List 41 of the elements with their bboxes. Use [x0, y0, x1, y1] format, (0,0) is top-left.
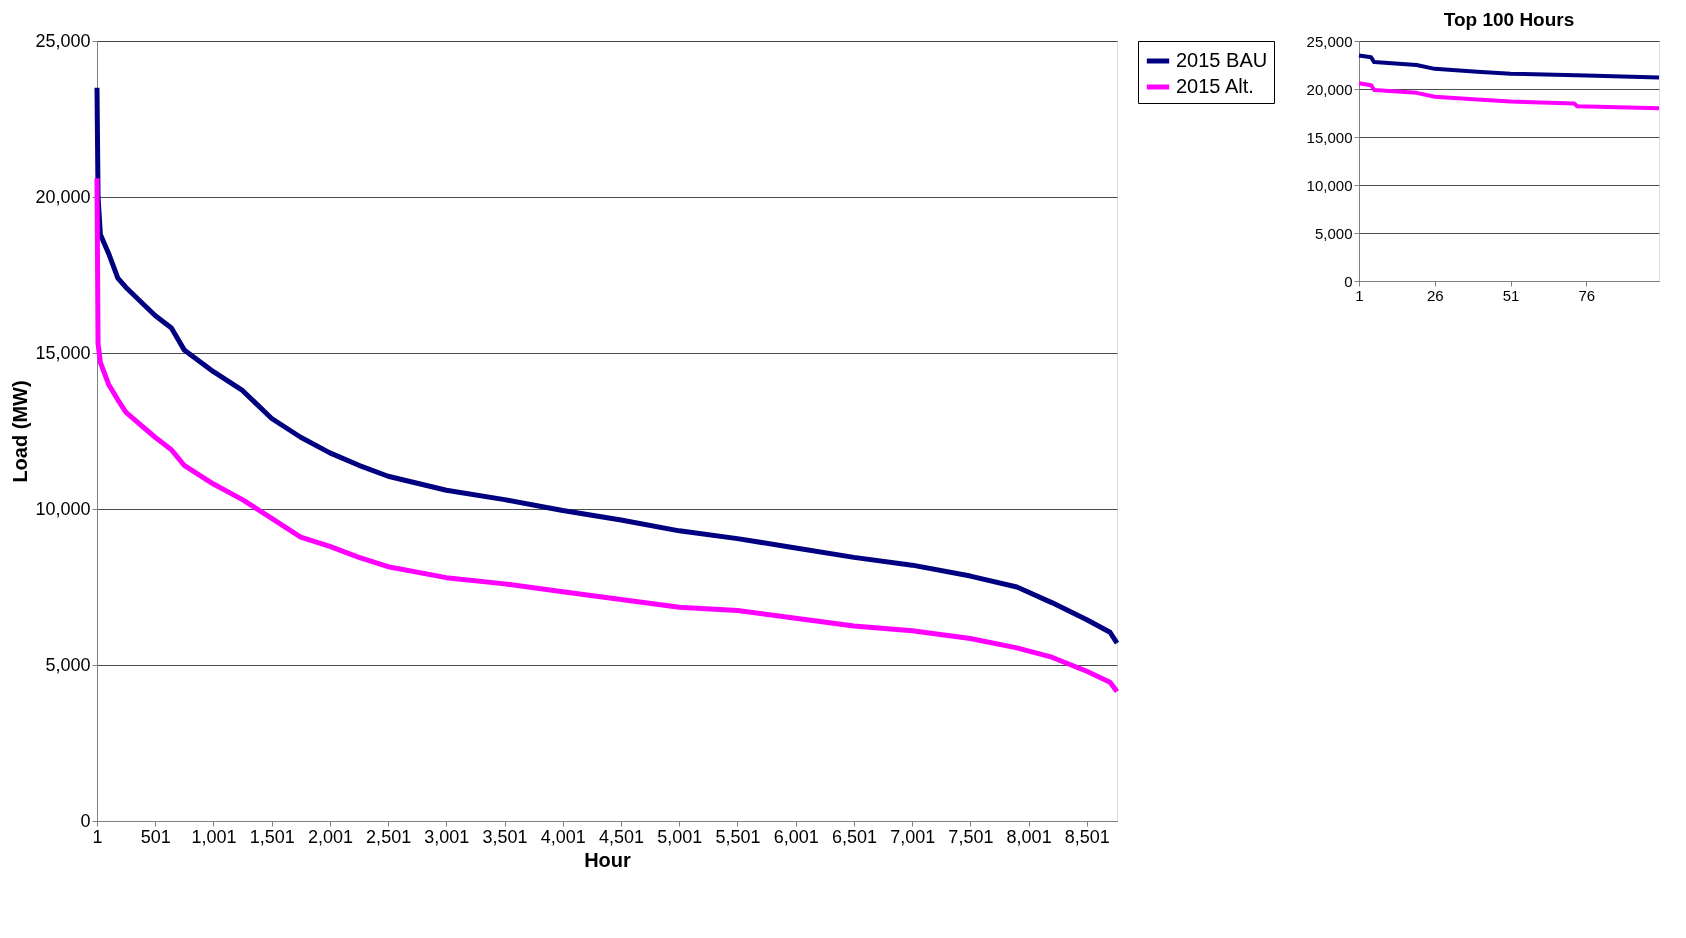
x-tick-label: 6,501 [831, 826, 877, 847]
x-tick-label: 501 [140, 826, 171, 847]
legend-label: 2015 BAU [1176, 49, 1268, 71]
x-tick-label: 4,501 [599, 826, 645, 847]
y-tick-label: 5,000 [45, 654, 91, 675]
y-tick-label: 0 [80, 810, 91, 831]
x-tick-label: 26 [1426, 286, 1444, 304]
x-tick-label: 3,001 [424, 826, 470, 847]
x-tick-label: 7,501 [948, 826, 994, 847]
x-tick-label: 1,501 [249, 826, 295, 847]
legend-label: 2015 Alt. [1176, 75, 1254, 97]
y-tick-label: 20,000 [1306, 80, 1353, 98]
y-tick-label: 5,000 [1314, 224, 1353, 242]
line-series [1357, 53, 1661, 80]
x-tick-label: 1 [1355, 286, 1364, 304]
y-tick-label: 0 [1344, 272, 1353, 290]
x-tick-label: 7,001 [890, 826, 936, 847]
x-tick-label: 1 [92, 826, 103, 847]
chart-title: Top 100 Hours [1443, 9, 1575, 30]
y-tick-label: 10,000 [1306, 176, 1353, 194]
x-tick-label: 5,001 [657, 826, 703, 847]
y-axis-title: Load (MW) [9, 380, 32, 483]
x-tick-label: 2,001 [307, 826, 353, 847]
x-tick-label: 5,501 [715, 826, 761, 847]
x-tick-label: 1,001 [191, 826, 237, 847]
y-tick-label: 15,000 [1306, 128, 1353, 146]
y-tick-label: 10,000 [35, 498, 91, 519]
x-tick-label: 51 [1502, 286, 1520, 304]
y-tick-label: 25,000 [35, 30, 91, 51]
y-tick-label: 25,000 [1306, 32, 1353, 50]
x-tick-label: 2,501 [366, 826, 412, 847]
x-tick-label: 6,001 [773, 826, 819, 847]
line-series [1357, 81, 1661, 111]
x-tick-label: 8,001 [1006, 826, 1052, 847]
x-tick-label: 3,501 [482, 826, 528, 847]
x-axis-title: Hour [584, 848, 632, 871]
y-tick-label: 15,000 [35, 342, 91, 363]
y-tick-label: 20,000 [35, 186, 91, 207]
x-tick-label: 4,001 [540, 826, 586, 847]
x-tick-label: 8,501 [1064, 826, 1110, 847]
x-tick-label: 76 [1578, 286, 1596, 304]
